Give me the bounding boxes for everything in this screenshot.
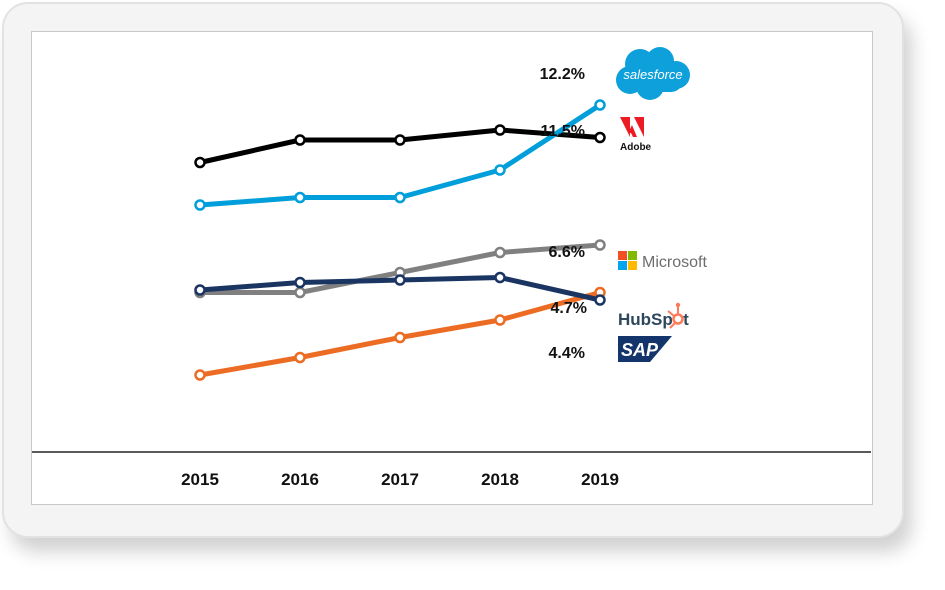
data-label-salesforce: 12.2%	[540, 66, 585, 83]
adobe-logo-text: Adobe	[620, 142, 652, 153]
microsoft-square-yellow	[628, 261, 637, 270]
microsoft-square-red	[618, 251, 627, 260]
hubspot-text-part2: t	[683, 310, 689, 329]
data-point-adobe-2015	[194, 156, 206, 169]
data-label-adobe: 11.5%	[541, 123, 585, 140]
data-point-adobe-2017	[394, 134, 406, 146]
hubspot-logo: HubSpot	[618, 302, 689, 329]
salesforce-logo: salesforce	[616, 47, 690, 100]
data-point-microsoft-2018	[494, 246, 506, 259]
data-point-sap-2017	[394, 274, 406, 286]
microsoft-logo-text: Microsoft	[642, 254, 707, 271]
data-point-adobe-2016	[294, 134, 306, 146]
data-label-microsoft: 6.6%	[549, 244, 585, 261]
x-tick-label-2018: 2018	[481, 470, 519, 489]
series-salesforce	[194, 99, 606, 211]
sap-logo-shape	[618, 336, 672, 362]
data-point-adobe-2018	[494, 124, 506, 136]
hubspot-logo-text: HubSpot	[618, 310, 689, 329]
data-point-salesforce-2015	[194, 199, 206, 211]
microsoft-logo: Microsoft	[618, 251, 707, 271]
data-point-salesforce-2018	[494, 164, 506, 176]
series-line-salesforce	[199, 102, 602, 208]
sap-logo-text: SAP	[621, 340, 659, 360]
adobe-icon-right	[634, 117, 644, 137]
chart-panel	[31, 31, 873, 505]
adobe-logo: Adobe	[620, 117, 652, 153]
data-point-hubspot-2017	[394, 331, 406, 344]
data-point-sap-2018	[494, 271, 506, 284]
hubspot-sprocket-icon	[667, 302, 684, 329]
data-point-salesforce-2019	[594, 99, 606, 111]
salesforce-cloud-icon	[616, 47, 690, 100]
data-point-microsoft-2019	[594, 239, 606, 251]
data-point-hubspot-2018	[494, 314, 506, 326]
data-point-adobe-2019	[594, 131, 606, 144]
series-sap	[194, 271, 606, 306]
data-point-hubspot-2015	[194, 369, 206, 381]
data-label-hubspot: 4.7%	[551, 300, 587, 317]
data-point-sap-2019	[594, 294, 606, 306]
data-point-hubspot-2016	[294, 351, 306, 364]
data-point-salesforce-2016	[294, 191, 306, 204]
x-tick-label-2017: 2017	[381, 470, 419, 489]
data-point-sap-2016	[294, 276, 306, 289]
adobe-icon-left	[620, 117, 630, 137]
data-label-sap: 4.4%	[549, 345, 585, 362]
hubspot-text-part1: HubSp	[618, 310, 673, 329]
adobe-icon-center	[628, 125, 637, 137]
microsoft-square-green	[628, 251, 637, 260]
data-point-microsoft-2016	[294, 286, 306, 299]
series-adobe	[194, 124, 606, 169]
sap-logo: SAP	[618, 336, 672, 362]
microsoft-square-blue	[618, 261, 627, 270]
x-tick-label-2019: 2019	[581, 470, 619, 489]
x-tick-label-2016: 2016	[281, 470, 319, 489]
series-hubspot	[194, 286, 606, 381]
data-point-sap-2015	[194, 284, 206, 296]
data-point-salesforce-2017	[394, 191, 406, 204]
x-tick-label-2015: 2015	[181, 470, 219, 489]
salesforce-logo-text: salesforce	[623, 67, 682, 82]
